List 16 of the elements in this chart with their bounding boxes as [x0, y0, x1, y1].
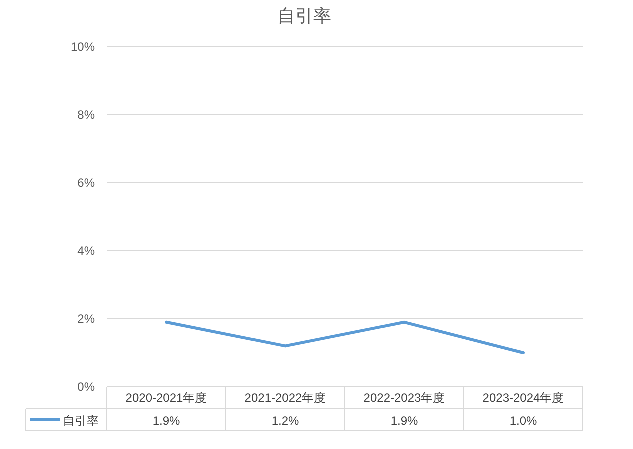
x-tick-label: 2020-2021年度 — [126, 391, 208, 405]
chart-title: 自引率 — [278, 6, 332, 26]
text: 1.2% — [272, 414, 300, 428]
y-tick-label: 6% — [78, 176, 96, 190]
text: 1.0% — [510, 414, 538, 428]
x-tick-label: 2022-2023年度 — [364, 391, 446, 405]
text: 1.9% — [152, 414, 180, 428]
text: 1.9% — [390, 414, 418, 428]
x-tick-label: 2021-2022年度 — [244, 391, 326, 405]
legend-label: 自引率 — [63, 414, 99, 428]
y-tick-label: 10% — [70, 40, 96, 54]
y-tick-label: 4% — [78, 244, 96, 258]
y-tick-label: 8% — [78, 108, 96, 122]
x-tick-label: 2023-2024年度 — [482, 391, 564, 405]
y-tick-label: 2% — [78, 312, 96, 326]
y-tick-label: 0% — [78, 380, 96, 394]
